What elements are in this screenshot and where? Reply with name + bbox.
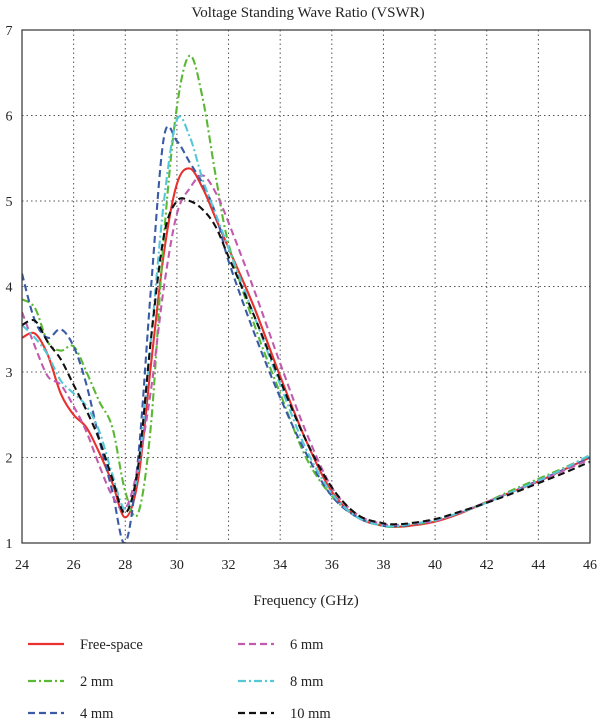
x-axis-label: Frequency (GHz): [253, 593, 358, 609]
x-tick-label: 28: [118, 558, 132, 573]
x-tick-label: 30: [170, 558, 184, 573]
y-tick-label: 7: [6, 24, 13, 39]
x-tick-label: 36: [325, 558, 339, 573]
series-line-8-mm: [22, 115, 590, 528]
y-tick-label: 1: [6, 537, 13, 552]
series-line-2-mm: [22, 54, 590, 529]
x-tick-label: 26: [67, 558, 81, 573]
x-tick-label: 44: [531, 558, 545, 573]
x-tick-label: 42: [480, 558, 494, 573]
y-tick-label: 3: [6, 366, 13, 381]
legend-label: 2 mm: [80, 674, 114, 690]
plot-frame: [21, 29, 591, 544]
legend-label: 8 mm: [290, 674, 324, 690]
grid: [22, 30, 590, 543]
x-tick-label: 40: [428, 558, 442, 573]
x-tick-label: 24: [15, 558, 29, 573]
legend-label: 4 mm: [80, 706, 114, 722]
legend-label: 6 mm: [290, 637, 324, 653]
x-tick-label: 32: [222, 558, 236, 573]
y-tick-label: 5: [6, 195, 13, 210]
y-tick-label: 2: [6, 452, 13, 467]
legend-label: Free-space: [80, 637, 143, 653]
y-tick-label: 4: [6, 281, 13, 296]
series-line-10-mm: [22, 197, 590, 526]
legend: Free-space 2 mm 4 mm 6 mm 8 mm 10 mm: [28, 637, 331, 722]
chart-title: Voltage Standing Wave Ratio (VSWR): [191, 5, 424, 21]
legend-label: 10 mm: [290, 706, 331, 722]
series-line-6-mm: [22, 174, 590, 527]
x-tick-label: 46: [583, 558, 597, 573]
series-line-4-mm: [22, 125, 590, 543]
series-layer: [22, 54, 590, 543]
x-tick-label: 38: [376, 558, 390, 573]
x-tick-label: 34: [273, 558, 287, 573]
series-line-free-space: [22, 167, 590, 528]
y-tick-label: 6: [6, 110, 13, 125]
